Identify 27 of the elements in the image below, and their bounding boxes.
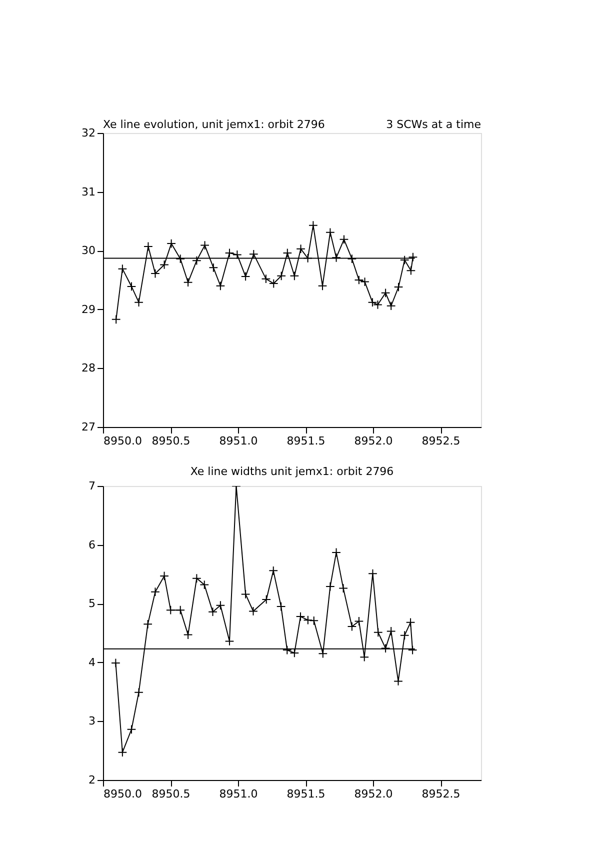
y-tick-label: 7 bbox=[88, 480, 96, 492]
y-tick-label: 28 bbox=[82, 362, 96, 375]
x-tick-label: 8952.0 bbox=[354, 434, 393, 448]
y-tick-label: 31 bbox=[82, 185, 96, 198]
x-tick-label: 8950.5 bbox=[152, 788, 190, 800]
y-tick-label: 5 bbox=[88, 597, 96, 610]
y-tick-label: 6 bbox=[88, 538, 96, 552]
y-tick-label: 32 bbox=[82, 126, 96, 140]
x-tick-label: 8952.0 bbox=[354, 788, 393, 800]
x-tick-label: 8951.0 bbox=[219, 434, 258, 448]
y-tick-label: 2 bbox=[88, 774, 96, 786]
y-tick-label: 3 bbox=[88, 714, 96, 728]
y-tick-label: 29 bbox=[82, 302, 96, 316]
x-tick-label: 8950.5 bbox=[152, 434, 190, 448]
y-tick-label: 30 bbox=[82, 244, 96, 258]
x-tick-label: 8952.5 bbox=[422, 434, 460, 448]
x-tick-label: 8951.0 bbox=[219, 788, 258, 800]
y-tick-label: 27 bbox=[82, 420, 96, 434]
x-tick-label: 8951.5 bbox=[286, 788, 326, 800]
text: 3 SCWs at a time bbox=[386, 118, 482, 131]
x-tick-label: 8951.5 bbox=[286, 434, 326, 448]
chart-title: Xe line widths unit jemx1: orbit 2796 bbox=[190, 465, 394, 478]
x-tick-label: 8952.5 bbox=[422, 788, 460, 800]
x-tick-label: 8950.0 bbox=[104, 434, 142, 448]
y-tick-label: 4 bbox=[88, 656, 96, 669]
chart-title: Xe line evolution, unit jemx1: orbit 2796 bbox=[103, 118, 325, 131]
x-tick-label: 8950.0 bbox=[104, 788, 142, 800]
